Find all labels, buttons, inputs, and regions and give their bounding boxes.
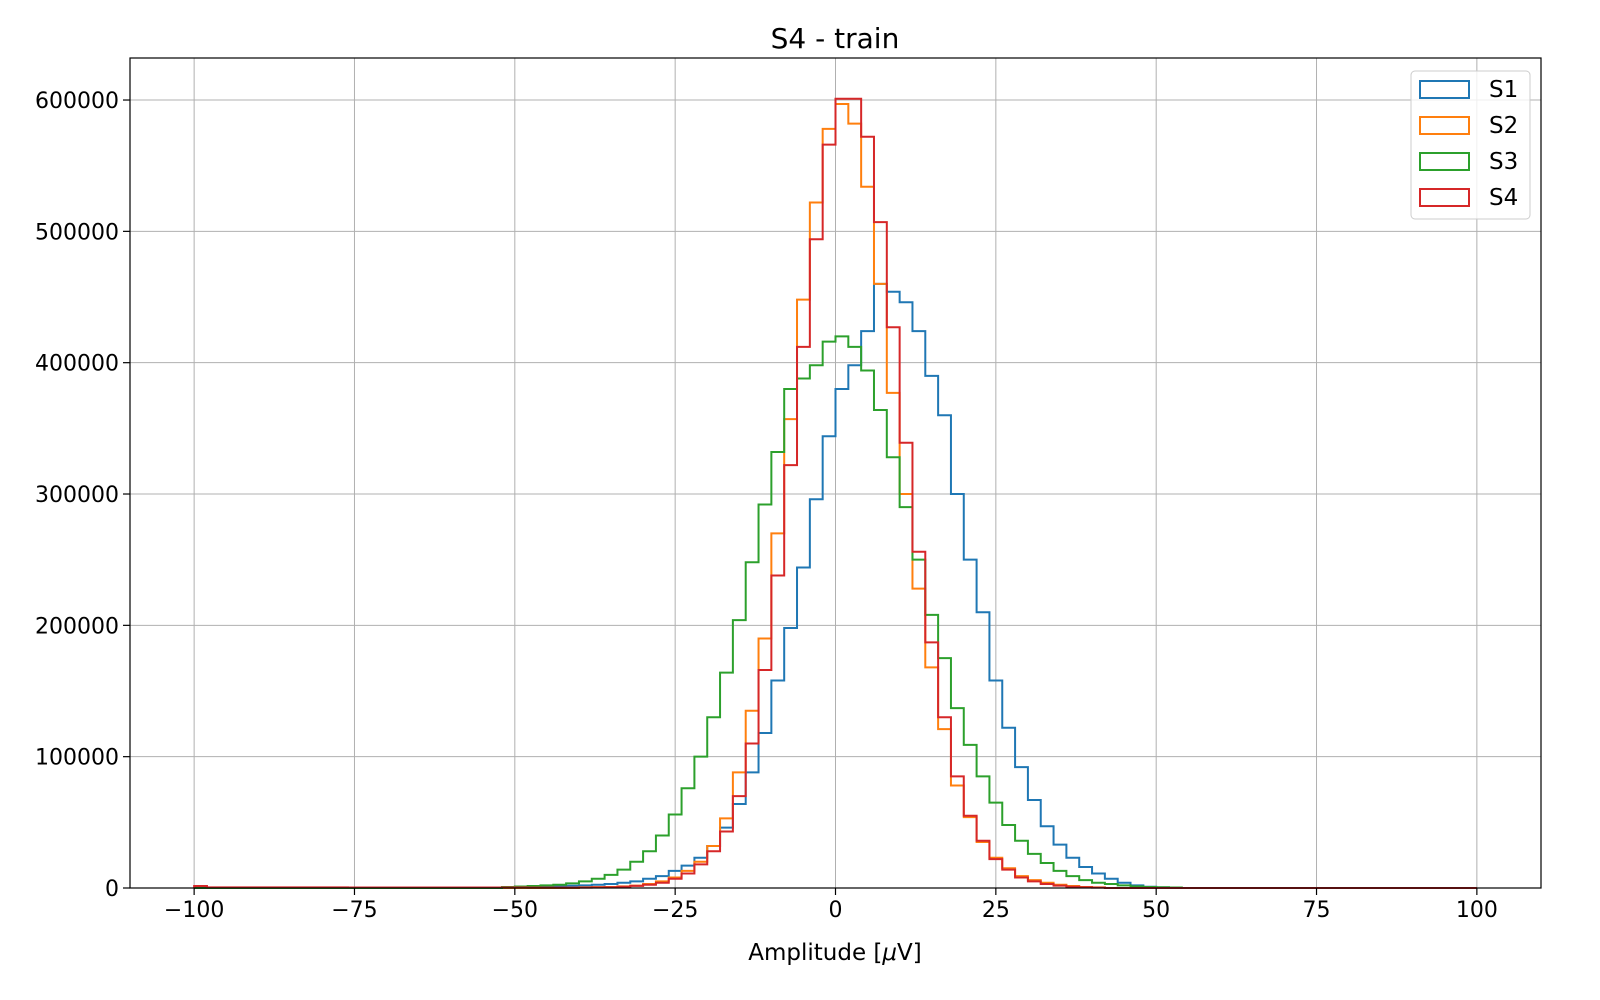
legend-swatch — [1419, 152, 1470, 171]
y-tick-label: 500000 — [35, 220, 119, 245]
legend-label: S3 — [1489, 149, 1518, 175]
y-tick-label: 400000 — [35, 352, 119, 377]
y-axis: 0 100000 200000 300000 400000 500000 600000 — [35, 89, 130, 902]
y-tick-label: 100000 — [35, 746, 119, 771]
x-tick-label: −50 — [492, 898, 538, 923]
legend-swatch — [1419, 188, 1470, 207]
legend-swatch — [1419, 116, 1470, 135]
x-tick-label: −75 — [331, 898, 377, 923]
grid-lines — [130, 58, 1541, 889]
y-tick-label: 200000 — [35, 614, 119, 639]
x-tick-label: 100 — [1456, 898, 1498, 923]
x-tick-label: −25 — [652, 898, 698, 923]
legend: S1 S2 S3 S4 — [1410, 70, 1531, 220]
x-tick-label: 50 — [1142, 898, 1170, 923]
x-tick-label: 25 — [982, 898, 1010, 923]
x-axis: −100 −75 −50 −25 0 25 50 75 100 — [164, 888, 1498, 923]
chart-title: S4 - train — [771, 22, 900, 55]
legend-label: S4 — [1489, 185, 1518, 211]
x-axis-label: Amplitude [μV] — [748, 940, 922, 966]
x-tick-label: 0 — [829, 898, 843, 923]
y-tick-label: 600000 — [35, 89, 119, 114]
legend-box — [1410, 70, 1531, 220]
x-tick-label: 75 — [1303, 898, 1331, 923]
x-tick-label: −100 — [164, 898, 224, 923]
legend-label: S2 — [1489, 113, 1518, 139]
legend-swatch — [1419, 80, 1470, 99]
y-tick-label: 0 — [105, 877, 119, 902]
legend-label: S1 — [1489, 77, 1518, 103]
y-tick-label: 300000 — [35, 483, 119, 508]
